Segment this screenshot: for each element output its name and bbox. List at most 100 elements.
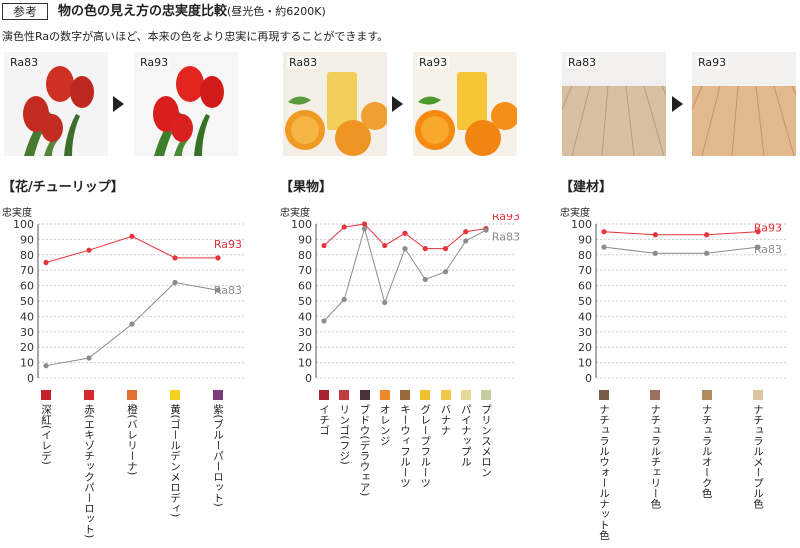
- page-title: 物の色の見え方の忠実度比較(昼光色・約6200K): [58, 3, 326, 21]
- data-point-ra83: [463, 238, 469, 244]
- category-label: ナチュラルメープル色: [752, 404, 764, 509]
- data-point-ra93: [442, 246, 449, 252]
- category-swatch: [319, 390, 329, 400]
- chart-fruit: 【果物】 忠実度 0 10 20 30 40 50 60 70 80 90 100 Ra93 Ra83 …: [278, 170, 540, 548]
- y-tick-label: 60: [298, 280, 312, 293]
- series-label-ra83: Ra83: [492, 230, 520, 243]
- category-swatch: [599, 390, 609, 400]
- data-point-ra93: [172, 255, 178, 261]
- chart-plot: 0 10 20 30 40 50 60 70 80 90 100 Ra93 Ra83: [571, 218, 786, 385]
- category-label: 橙(バレリーナ): [126, 404, 138, 476]
- data-point-ra93: [43, 259, 49, 266]
- category-label: 赤(エキゾチックパーロット): [83, 404, 95, 539]
- y-tick-label: 50: [298, 295, 312, 308]
- category-label: キーウィフルーツ: [399, 404, 411, 488]
- category-swatch: [339, 390, 350, 400]
- category-label: ナチュラルウォールナット色: [598, 404, 610, 541]
- category-label: バナナ: [439, 404, 452, 436]
- y-tick-label: 0: [585, 372, 592, 385]
- y-tick-label: 30: [578, 326, 592, 339]
- chart-title: 【花/チューリップ】: [2, 180, 124, 195]
- category-swatch: [84, 390, 94, 400]
- y-tick-label: 20: [298, 341, 312, 354]
- chart-wood: 【建材】 忠実度 0 10 20 30 40 50 60 70 80 90 100 Ra93 Ra83 …: [558, 170, 800, 548]
- tulip-photo-ra93: Ra93: [134, 52, 238, 156]
- fruit-photo-ra83: Ra83: [283, 52, 387, 156]
- category-label: ナチュラルオーク色: [700, 404, 713, 499]
- y-tick-label: 60: [578, 280, 592, 293]
- data-point-ra83: [422, 276, 428, 283]
- title-subtitle: (昼光色・約6200K): [227, 5, 326, 18]
- arrow-right-icon: [392, 96, 403, 112]
- tulip-photo-ra83: Ra83: [4, 52, 108, 156]
- arrow-right-icon: [672, 96, 683, 112]
- series-label-ra93: Ra93: [492, 214, 520, 223]
- series-line-ra83: [323, 226, 487, 322]
- y-tick-label: 0: [305, 372, 312, 385]
- photo-ra-label: Ra83: [287, 56, 320, 69]
- chart-title: 【建材】: [560, 180, 613, 195]
- category-label: パイナップル: [459, 404, 472, 467]
- y-tick-label: 100: [13, 218, 34, 231]
- data-point-ra83: [601, 244, 607, 250]
- category-label: リンゴ(フジ): [338, 404, 351, 465]
- fruit-photo-ra93: Ra93: [413, 52, 517, 156]
- data-point-ra83: [652, 250, 658, 256]
- category-label: グレープフルーツ: [419, 404, 432, 488]
- chart-tulip: 【花/チューリップ】 忠実度 0 10 20 30 40 50 60 70 80 90 100 Ra9…: [0, 170, 270, 548]
- y-tick-label: 80: [578, 249, 592, 262]
- photo-ra-label: Ra93: [138, 56, 171, 69]
- data-point-ra83: [215, 287, 221, 293]
- y-tick-label: 20: [20, 341, 34, 354]
- lead-text: 演色性Raの数字が高いほど、本来の色をより忠実に再現することができます。: [2, 30, 389, 43]
- y-tick-label: 40: [20, 310, 34, 323]
- data-point-ra93: [86, 247, 92, 253]
- y-tick-label: 30: [298, 326, 312, 339]
- category-label: 黄(ゴールデンメロディ): [169, 404, 181, 518]
- category-label: オレンジ: [378, 404, 391, 446]
- data-point-ra93: [402, 230, 408, 236]
- category-legend: ナチュラルウォールナット色 ナチュラルチェリー色 ナチュラルオーク色 ナチュラルメープ…: [558, 390, 800, 548]
- category-label: プリンスメロン: [480, 404, 492, 478]
- data-point-ra83: [402, 246, 408, 252]
- category-swatch: [481, 390, 491, 400]
- data-point-ra93: [215, 255, 221, 261]
- series-label-ra93: Ra93: [754, 222, 782, 235]
- data-point-ra93: [704, 232, 710, 238]
- data-point-ra93: [321, 242, 327, 249]
- y-tick-label: 30: [20, 326, 34, 339]
- y-tick-label: 80: [20, 249, 34, 262]
- y-tick-label: 90: [578, 233, 592, 246]
- data-point-ra83: [755, 244, 761, 250]
- data-point-ra83: [361, 226, 368, 232]
- chart-title: 【果物】: [280, 180, 333, 195]
- data-point-ra83: [86, 355, 92, 361]
- series-label-ra93: Ra93: [214, 238, 242, 251]
- y-tick-label: 0: [27, 372, 34, 385]
- y-axis-label: 忠実度: [2, 208, 32, 219]
- series-line-ra93: [323, 223, 487, 250]
- y-axis-label: 忠実度: [560, 208, 590, 219]
- data-point-ra83: [442, 269, 449, 275]
- y-tick-label: 60: [20, 280, 34, 293]
- data-point-ra93: [422, 246, 428, 252]
- category-swatch: [359, 390, 370, 400]
- y-tick-label: 10: [20, 357, 34, 370]
- category-swatch: [41, 390, 51, 400]
- category-label: ブドウ(デラウェア): [358, 404, 371, 497]
- title-text: 物の色の見え方の忠実度比較: [58, 4, 228, 19]
- data-point-ra93: [341, 224, 347, 230]
- y-tick-label: 80: [298, 249, 312, 262]
- category-legend: 深紅(イレデ) 赤(エキゾチックパーロット) 橙(バレリーナ) 黄(ゴールデンメロディ…: [0, 390, 270, 548]
- y-tick-label: 10: [298, 357, 312, 370]
- y-tick-label: 100: [571, 218, 592, 231]
- wood-photo-ra83: Ra83: [562, 52, 666, 156]
- y-axis-label: 忠実度: [280, 208, 310, 219]
- data-point-ra83: [704, 250, 710, 256]
- category-swatch: [213, 390, 223, 400]
- y-tick-label: 70: [20, 264, 34, 277]
- category-swatch: [170, 390, 180, 400]
- category-swatch: [420, 390, 431, 400]
- y-tick-label: 70: [578, 264, 592, 277]
- data-point-ra93: [652, 232, 658, 238]
